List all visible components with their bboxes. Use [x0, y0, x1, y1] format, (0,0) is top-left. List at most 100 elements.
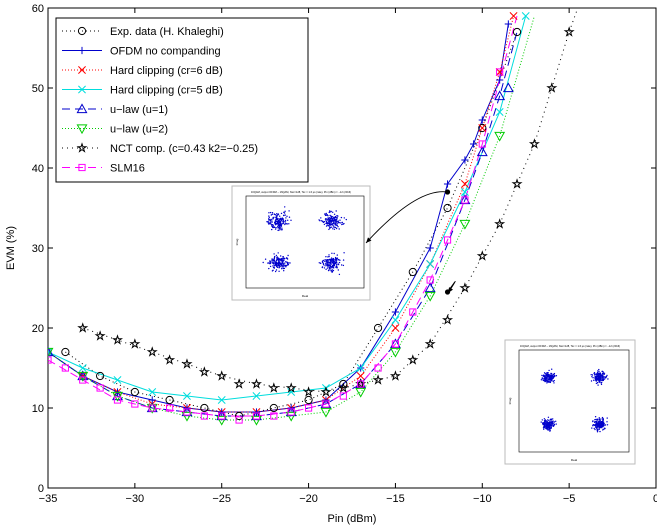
data-point: [476, 146, 488, 157]
y-tick-label: 0: [38, 483, 44, 495]
x-tick-label: −35: [39, 493, 58, 505]
data-point: [478, 140, 486, 148]
data-point: [478, 123, 487, 133]
legend-entry: Hard clipping (cr=6 dB): [110, 65, 223, 77]
data-point: [424, 338, 436, 349]
data-point: [443, 180, 452, 188]
legend-marker: [78, 46, 86, 55]
data-point: [494, 131, 506, 142]
inset-points: [540, 368, 609, 433]
legend-entry: OFDM no companding: [110, 46, 221, 58]
data-point: [409, 308, 417, 316]
data-point: [166, 404, 174, 412]
data-point: [563, 26, 575, 37]
legend-marker: [78, 85, 86, 94]
y-tick-label: 40: [32, 163, 44, 175]
constellation-inset: 16QAM, output OFDM – 16QAM, Nsc=128, Tsc…: [231, 185, 451, 301]
x-tick-label: 0: [653, 493, 657, 505]
data-point: [391, 324, 400, 332]
data-point: [389, 338, 401, 349]
data-point: [408, 267, 417, 277]
inset-xlabel: Real: [302, 294, 309, 298]
series-line-1: [65, 31, 518, 417]
data-point: [235, 416, 243, 424]
x-tick-label: −10: [473, 493, 492, 505]
inset-points: [262, 206, 347, 276]
data-point: [94, 330, 106, 341]
data-point: [460, 180, 469, 188]
arrow-head: [366, 237, 372, 243]
arrow-line: [365, 191, 448, 244]
data-point: [96, 371, 105, 381]
data-point: [494, 218, 506, 229]
legend-box: [55, 17, 309, 183]
data-point: [461, 196, 469, 204]
data-point: [494, 90, 506, 101]
data-point: [304, 404, 313, 412]
data-point: [356, 372, 365, 380]
data-point: [459, 194, 471, 205]
data-point: [478, 124, 487, 132]
data-point: [443, 236, 452, 244]
data-point: [355, 387, 367, 398]
data-point: [251, 410, 262, 421]
data-point: [48, 356, 52, 364]
x-tick-label: −20: [299, 493, 318, 505]
data-point: [148, 388, 157, 396]
inset-title: 16QAM, output OFDM – 16QAM, Nsc=128, Tsc…: [251, 190, 351, 194]
data-point: [496, 76, 504, 84]
data-point: [164, 354, 176, 365]
y-tick-label: 50: [32, 83, 44, 95]
data-point: [252, 392, 261, 400]
data-point: [322, 400, 330, 408]
legend-marker: [77, 26, 87, 36]
data-point: [374, 364, 382, 372]
data-point: [285, 411, 297, 422]
data-point: [426, 276, 434, 284]
data-point: [337, 382, 349, 393]
data-point: [339, 379, 348, 389]
data-point: [391, 340, 400, 348]
legend-marker: [76, 142, 88, 153]
data-point: [200, 403, 209, 413]
data-point: [287, 408, 295, 416]
data-point: [424, 291, 436, 302]
data-point: [183, 392, 191, 400]
legend-marker: [76, 124, 88, 135]
data-point: [48, 348, 52, 356]
y-axis-label: EVM (%): [5, 226, 17, 270]
data-point: [250, 378, 262, 389]
legend-marker: [76, 103, 88, 114]
series-line-8: [48, 15, 518, 417]
data-point: [373, 323, 383, 333]
data-point: [459, 219, 471, 230]
y-tick-label: 30: [32, 243, 44, 255]
legend-marker: [78, 163, 86, 172]
data-point: [389, 370, 401, 381]
inset-ylabel: Imag: [508, 397, 512, 404]
data-point: [233, 378, 245, 389]
data-point: [77, 322, 89, 333]
legend: Exp. data (H. Khaleghi) OFDM no compandin…: [55, 17, 309, 183]
data-point: [146, 403, 158, 414]
data-point: [183, 408, 191, 416]
data-point: [129, 338, 141, 349]
x-tick-label: −25: [212, 493, 231, 505]
data-point: [198, 366, 210, 377]
data-point: [165, 395, 174, 405]
constellation-inset: 16QAM, output OFDM – 16QAM, Nsc=128, Tsc…: [444, 281, 636, 465]
markers-group: [48, 12, 575, 426]
insets-group: 16QAM, output OFDM – 16QAM, Nsc=128, Tsc…: [231, 185, 636, 465]
data-point: [216, 410, 228, 421]
data-point: [96, 384, 104, 392]
data-point: [48, 347, 54, 358]
data-point: [269, 403, 278, 413]
x-axis-label: Pin (dBm): [328, 513, 377, 525]
inset-plot: [518, 349, 630, 453]
inset-plot: [245, 195, 365, 289]
data-point: [476, 250, 488, 261]
y-tick-label: 20: [32, 323, 44, 335]
data-point: [181, 358, 193, 369]
data-point: [495, 108, 504, 116]
